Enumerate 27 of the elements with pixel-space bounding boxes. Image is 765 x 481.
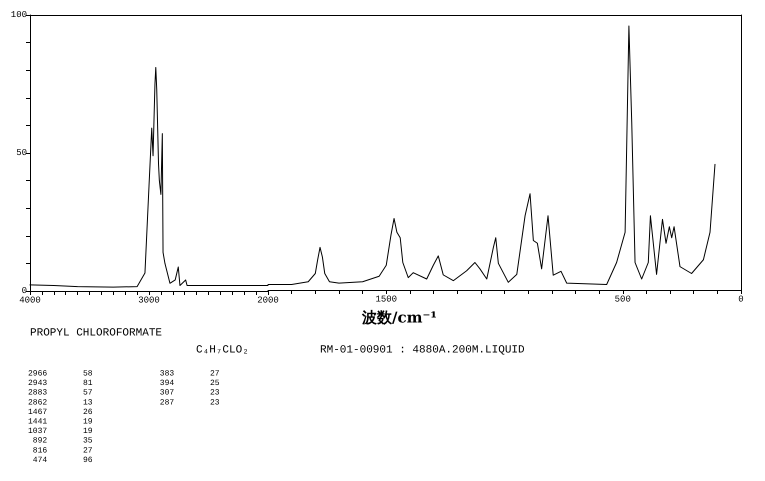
x-tick-label: 2000 [257,296,279,306]
text: RM-01-00901 : 4880A.200M.LIQUID [320,344,526,356]
x-tick-label: 500 [614,294,631,304]
y-tick-label: 100 [10,10,27,20]
text: C₄H₇CLO₂ [196,344,249,356]
text: 2862 13 [28,398,93,408]
y-tick-label: 50 [16,148,27,158]
text: 2943 81 [28,379,93,388]
text: 474 96 [32,456,93,465]
text: 394 25 [160,379,220,388]
text: 287 23 [160,398,220,408]
text: 2883 57 [28,388,93,398]
text: PROPYL CHLOROFORMATE [30,328,162,340]
text: 1037 19 [28,427,93,436]
x-tick-label: 1500 [375,294,398,304]
x-tick-label: 0 [738,294,744,304]
y-tick-label: 0 [22,286,27,296]
text: 1441 19 [28,418,93,426]
text: 383 27 [160,370,220,378]
text: 1467 26 [28,408,93,417]
x-tick-label: 4000 [19,296,41,306]
text: 816 27 [32,446,93,456]
x-tick-label: 3000 [138,296,160,306]
text: 307 23 [160,388,220,398]
x-axis-title: 波数/cm⁻¹ [361,308,437,326]
text: 2966 58 [28,370,93,378]
text: 892 35 [32,436,93,446]
